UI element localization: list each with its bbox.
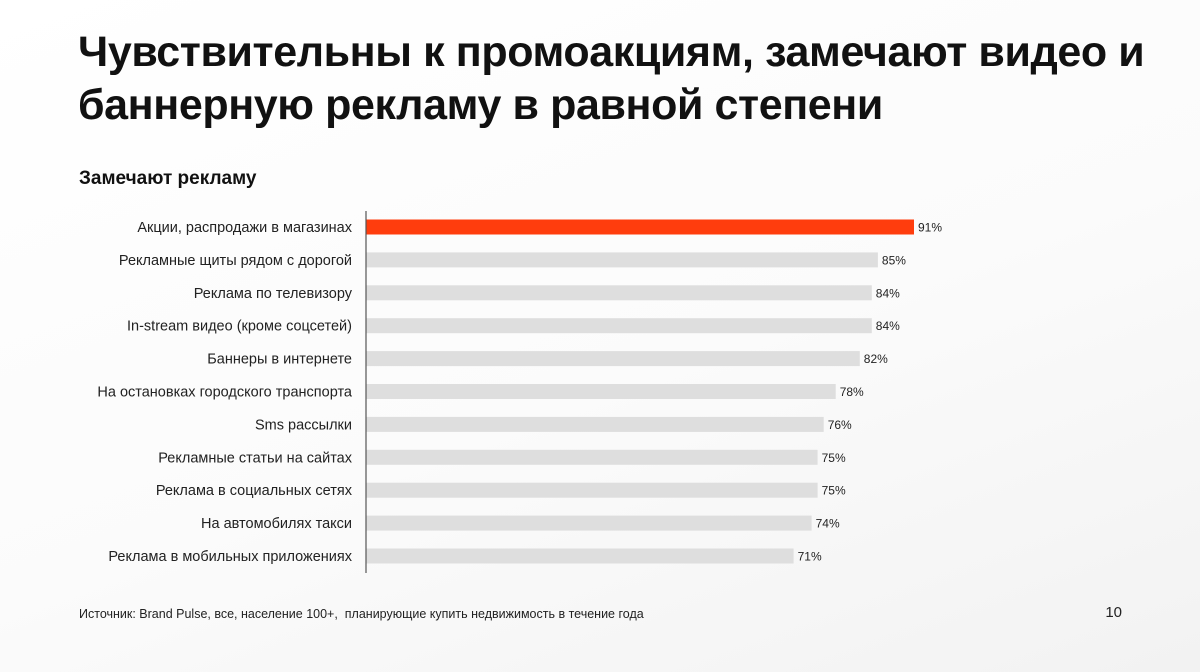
- value-label: 84%: [876, 286, 900, 300]
- value-label: 91%: [918, 221, 942, 235]
- page-number: 10: [1105, 604, 1122, 621]
- category-label: Акции, распродажи в магазинах: [137, 220, 352, 236]
- bar: [366, 548, 794, 564]
- value-label: 76%: [828, 418, 852, 432]
- category-label: Реклама по телевизору: [194, 286, 353, 302]
- category-label: На автомобилях такси: [201, 516, 352, 532]
- value-label: 75%: [822, 484, 846, 498]
- bar: [366, 384, 836, 399]
- chart-title: Замечают рекламу: [79, 168, 257, 189]
- bar: [366, 449, 818, 465]
- category-label: Sms рассылки: [255, 417, 352, 433]
- category-label: In-stream видео (кроме соцсетей): [127, 319, 352, 335]
- bar: [366, 252, 878, 268]
- category-label: Рекламные статьи на сайтах: [158, 450, 352, 466]
- bar: [366, 351, 860, 367]
- value-label: 84%: [876, 319, 900, 333]
- value-label: 82%: [864, 352, 888, 366]
- bar: [366, 416, 824, 432]
- bar: [366, 219, 914, 235]
- category-label: На остановках городского транспорта: [97, 385, 353, 401]
- bar: [366, 482, 818, 498]
- source-note: Источник: Brand Pulse, все, население 10…: [79, 607, 644, 621]
- category-label: Реклама в социальных сетях: [156, 483, 353, 499]
- bar: [366, 515, 812, 531]
- value-label: 75%: [822, 451, 846, 465]
- bar: [366, 318, 872, 334]
- category-label: Баннеры в интернете: [207, 352, 352, 368]
- value-label: 71%: [798, 550, 822, 564]
- bar: [366, 285, 872, 301]
- category-label: Реклама в мобильных приложениях: [108, 549, 352, 565]
- category-label: Рекламные щиты рядом с дорогой: [119, 253, 352, 269]
- value-label: 78%: [840, 385, 864, 399]
- slide-title: Чувствительны к промоакциям, замечают ви…: [78, 28, 1145, 129]
- value-label: 85%: [882, 253, 906, 267]
- value-label: 74%: [816, 517, 840, 531]
